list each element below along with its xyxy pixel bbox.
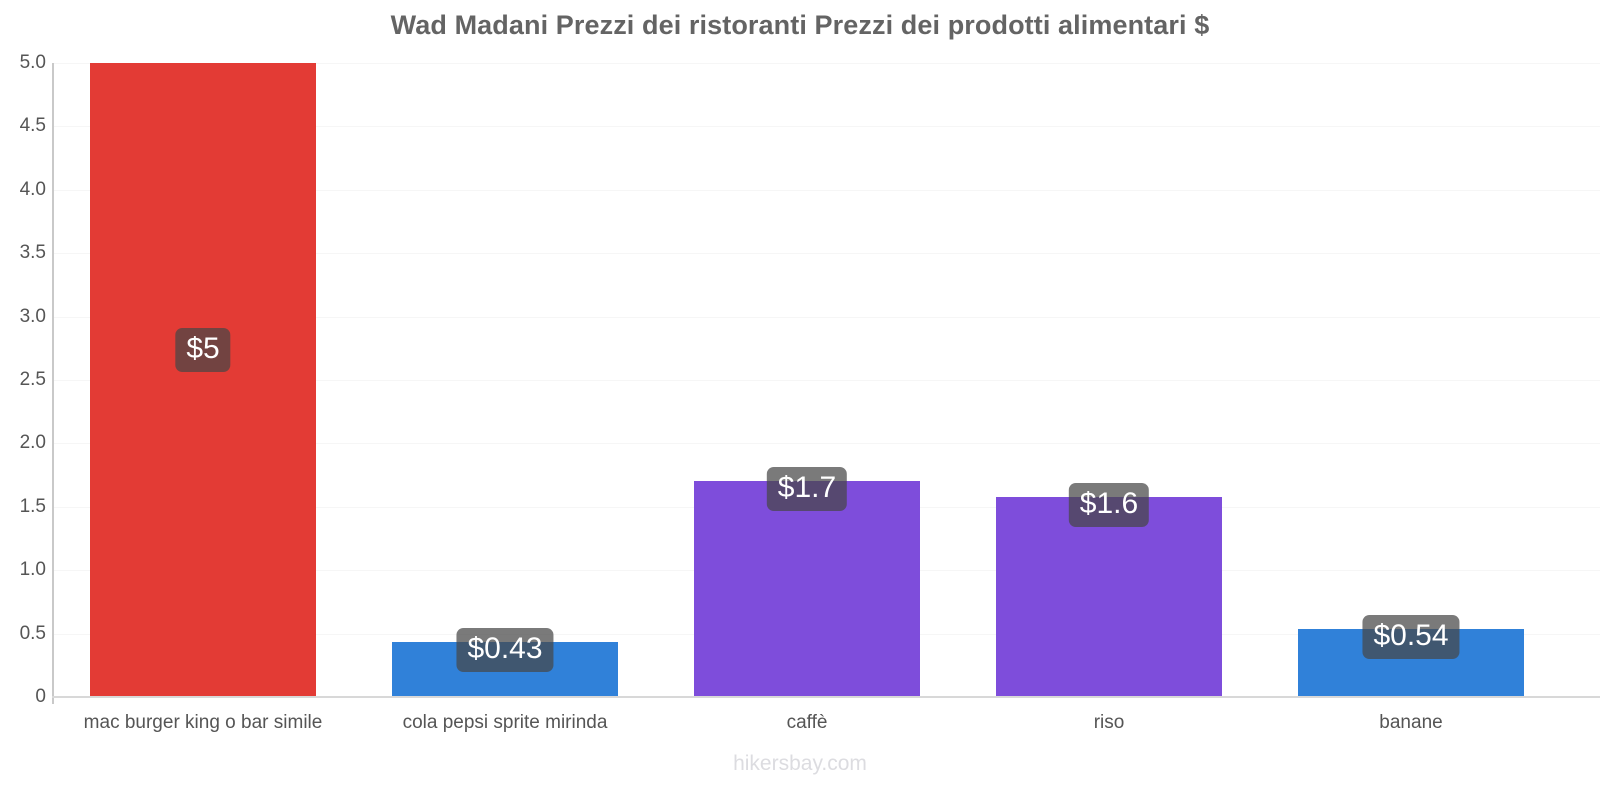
x-axis-tick-label: mac burger king o bar simile <box>83 712 323 733</box>
y-axis-tick-label: 2.0 <box>19 432 46 454</box>
x-axis-tick-label: cola pepsi sprite mirinda <box>402 712 608 733</box>
bar[interactable] <box>90 63 316 697</box>
gridline <box>52 380 1600 381</box>
y-axis-tick-label: 4.5 <box>19 115 46 137</box>
y-axis-tick-label: 3.0 <box>19 305 46 327</box>
bar-value-label: $0.43 <box>456 628 554 673</box>
y-axis-tick-labels: 0 0.5 1.0 1.5 2.0 2.5 3.0 3.5 4.0 4.5 5.0 <box>0 0 46 800</box>
footer-credit: hikersbay.com <box>733 752 867 775</box>
bar-value-label: $0.54 <box>1362 614 1460 659</box>
bar[interactable] <box>694 481 920 697</box>
gridline <box>52 189 1600 191</box>
bar[interactable] <box>996 496 1222 697</box>
gridline <box>52 63 1600 64</box>
y-axis-tick-label: 0 <box>35 686 46 707</box>
x-axis-tick-label: caffè <box>786 712 828 733</box>
gridline <box>52 126 1600 128</box>
gridline <box>52 316 1600 318</box>
y-axis-tick-label: 4.0 <box>19 178 46 200</box>
y-axis-tick-label: 1.5 <box>19 495 46 517</box>
x-axis-tick-label: riso <box>1093 712 1125 733</box>
y-axis-tick-label: 1.0 <box>19 559 46 581</box>
bar-value-label: $1.6 <box>1068 482 1150 527</box>
gridline <box>52 443 1600 445</box>
bar-value-label: $5 <box>175 328 231 372</box>
y-axis-tick-label: 3.5 <box>19 242 46 264</box>
gridline <box>52 253 1600 255</box>
y-axis-tick-label: 0.5 <box>19 622 46 644</box>
y-axis-tick-label: 5.0 <box>19 52 46 73</box>
bar-value-label: $1.7 <box>766 467 848 512</box>
y-axis-tick-label: 2.5 <box>19 369 46 390</box>
x-axis-line <box>52 696 1600 698</box>
plot-area <box>52 63 1600 697</box>
y-axis-line <box>52 63 54 704</box>
chart-title: Wad Madani Prezzi dei ristoranti Prezzi … <box>390 10 1210 40</box>
x-axis-tick-label: banane <box>1379 712 1443 733</box>
